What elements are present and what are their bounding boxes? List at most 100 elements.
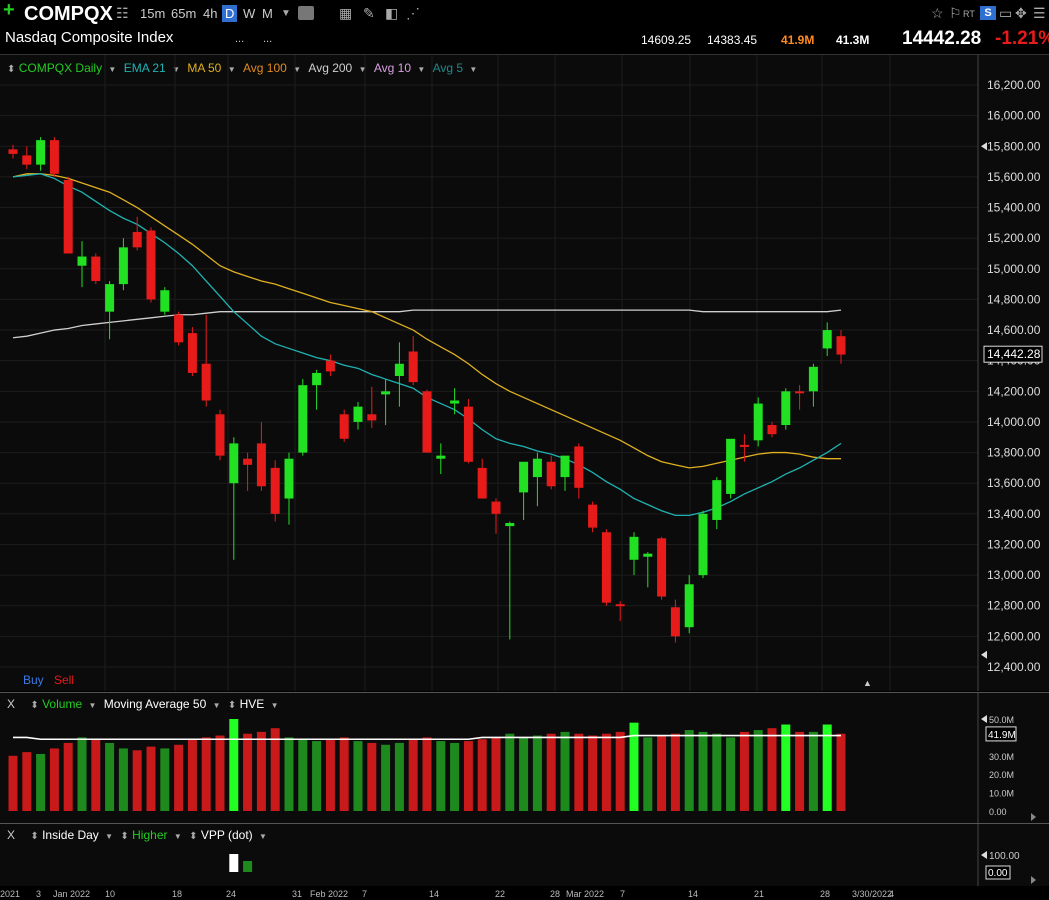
s-plus-button[interactable]: S [980,6,996,20]
volume-bar [822,724,832,811]
buy-button[interactable]: Buy [23,673,44,687]
legend-arrow-icon[interactable]: ⬍ [120,831,129,842]
volume-bar [436,741,446,811]
flag-icon[interactable]: ⚐ [949,5,962,21]
time-axis-label: 21 [754,889,764,899]
volume-ma-title[interactable]: Moving Average 50 [103,697,207,711]
up-marker-icon [981,715,987,723]
candle-body [532,458,542,478]
volume-bar [739,731,749,811]
price-chart-panel[interactable]: ⬍ COMPQX Daily ▼ EMA 21 ▼ MA 50 ▼ Avg 10… [0,55,1049,691]
symbol-menu-icon[interactable]: ☷ [116,5,129,21]
symbol-label[interactable]: COMPQX [24,3,113,25]
fullscreen-icon[interactable]: ✥ [1015,5,1027,21]
scroll-right-icon [1031,876,1036,884]
caret-down-icon[interactable]: ▼ [108,65,117,74]
timeframe-m[interactable]: M [262,6,273,21]
candle-body [588,504,598,528]
caret-down-icon[interactable]: ▼ [173,832,182,841]
indicator-panel[interactable]: X ⬍ Inside Day ▼ ⬍ Higher ▼ ⬍ VPP (dot) … [0,823,1049,887]
timeframe-65m[interactable]: 65m [171,6,197,21]
time-axis-label: Feb 2022 [310,889,348,899]
candle-body [160,290,170,312]
window-icon[interactable]: ▭ [999,5,1013,21]
pencil-icon[interactable]: ✎ [363,5,375,21]
volume-tick-label: 10.0M [989,789,1014,799]
price-tick-label: 12,400.00 [987,660,1041,674]
timeframe-15m[interactable]: 15m [140,6,166,21]
volume-bar [629,722,639,811]
chart-style-icon[interactable] [298,6,314,20]
last-price-label: 14,442.28 [987,347,1041,361]
time-axis-label: 3 [36,889,41,899]
caret-down-icon[interactable]: ▼ [212,701,221,710]
price-tick-label: 16,200.00 [987,78,1041,92]
legend-avg10[interactable]: Avg 10 [373,61,411,75]
header-dots-1: ... [235,33,245,45]
volume-title[interactable]: Volume [42,697,83,711]
menu-icon[interactable]: ☰ [1033,5,1046,21]
volume-bar [601,733,611,811]
candle-body [118,247,128,285]
rt-label[interactable]: RT [963,9,975,19]
legend-avg200[interactable]: Avg 200 [308,61,353,75]
price-tick-label: 15,000.00 [987,262,1041,276]
caret-down-icon[interactable]: ▼ [172,65,180,74]
time-axis-label: 14 [429,889,439,899]
candle-body [270,467,280,514]
volume-bar [781,724,791,811]
timeframe-dropdown-icon[interactable]: ▼ [281,8,291,19]
caret-down-icon[interactable]: ▼ [293,65,302,74]
inside-day-title[interactable]: Inside Day [42,828,99,842]
plus-icon[interactable]: + [3,0,15,21]
timeframe-4h[interactable]: 4h [203,6,218,21]
layers-icon[interactable]: ◧ [385,5,399,21]
volume-bar [670,733,680,811]
candle-body [436,455,446,459]
caret-down-icon[interactable]: ▼ [259,832,267,841]
time-axis-svg: 2021 3 Jan 2022 10 18 24 31 Feb 2022 7 14 22 28 Mar … [0,889,894,899]
volume-hve[interactable]: HVE [239,697,265,711]
caret-down-icon[interactable]: ▼ [227,65,236,74]
higher-title[interactable]: Higher [132,828,168,842]
legend-ema21[interactable]: EMA 21 [123,61,166,75]
legend-arrow-icon[interactable]: ⬍ [189,831,198,842]
calculator-icon[interactable]: ▦ [339,5,353,21]
time-axis-label: 7 [620,889,625,899]
volume-panel[interactable]: X ⬍ Volume ▼ Moving Average 50 ▼ ⬍ HVE ▼… [0,692,1049,823]
volume-bar [546,733,556,811]
candle-body [657,538,667,597]
caret-down-icon[interactable]: ▼ [469,65,478,74]
price-chart-svg[interactable]: 16,200.00 16,000.00 15,800.00 15,600.00 15,4… [0,55,1049,691]
collapse-arrow-icon[interactable]: ▲ [863,678,872,688]
header-dots-2: ... [263,33,273,45]
timeframe-d[interactable]: D [222,5,238,22]
legend-arrow-icon[interactable]: ⬍ [30,700,39,711]
timeframe-w[interactable]: W [243,6,256,21]
caret-down-icon[interactable]: ▼ [417,65,426,74]
price-tick-label: 13,000.00 [987,568,1041,582]
volume-bar [284,737,294,811]
legend-ma50[interactable]: MA 50 [187,61,222,75]
legend-series[interactable]: COMPQX Daily [18,61,103,75]
legend-arrow-icon[interactable]: ⬍ [227,700,237,711]
caret-down-icon[interactable]: ▼ [358,65,367,74]
volume-close-button[interactable]: X [7,697,16,711]
caret-down-icon[interactable]: ▼ [88,701,97,710]
up-marker-icon [981,142,987,151]
caret-down-icon[interactable]: ▼ [105,832,114,841]
legend-avg100[interactable]: Avg 100 [242,61,287,75]
indicator-chart-svg[interactable]: 100.00 0.00 [0,824,1049,887]
sell-button[interactable]: Sell [54,673,75,687]
volume-bar [187,739,197,811]
share-icon[interactable]: ⋰ [406,5,420,21]
legend-avg5[interactable]: Avg 5 [432,61,464,75]
legend-arrow-icon[interactable]: ⬍ [7,64,16,75]
caret-down-icon[interactable]: ▼ [270,701,279,710]
indicator-close-button[interactable]: X [7,828,16,842]
time-axis[interactable]: 2021 3 Jan 2022 10 18 24 31 Feb 2022 7 14 22 28 Mar … [0,886,1049,900]
legend-arrow-icon[interactable]: ⬍ [30,831,39,842]
vpp-title[interactable]: VPP (dot) [200,828,253,842]
star-icon[interactable]: ☆ [931,5,944,21]
